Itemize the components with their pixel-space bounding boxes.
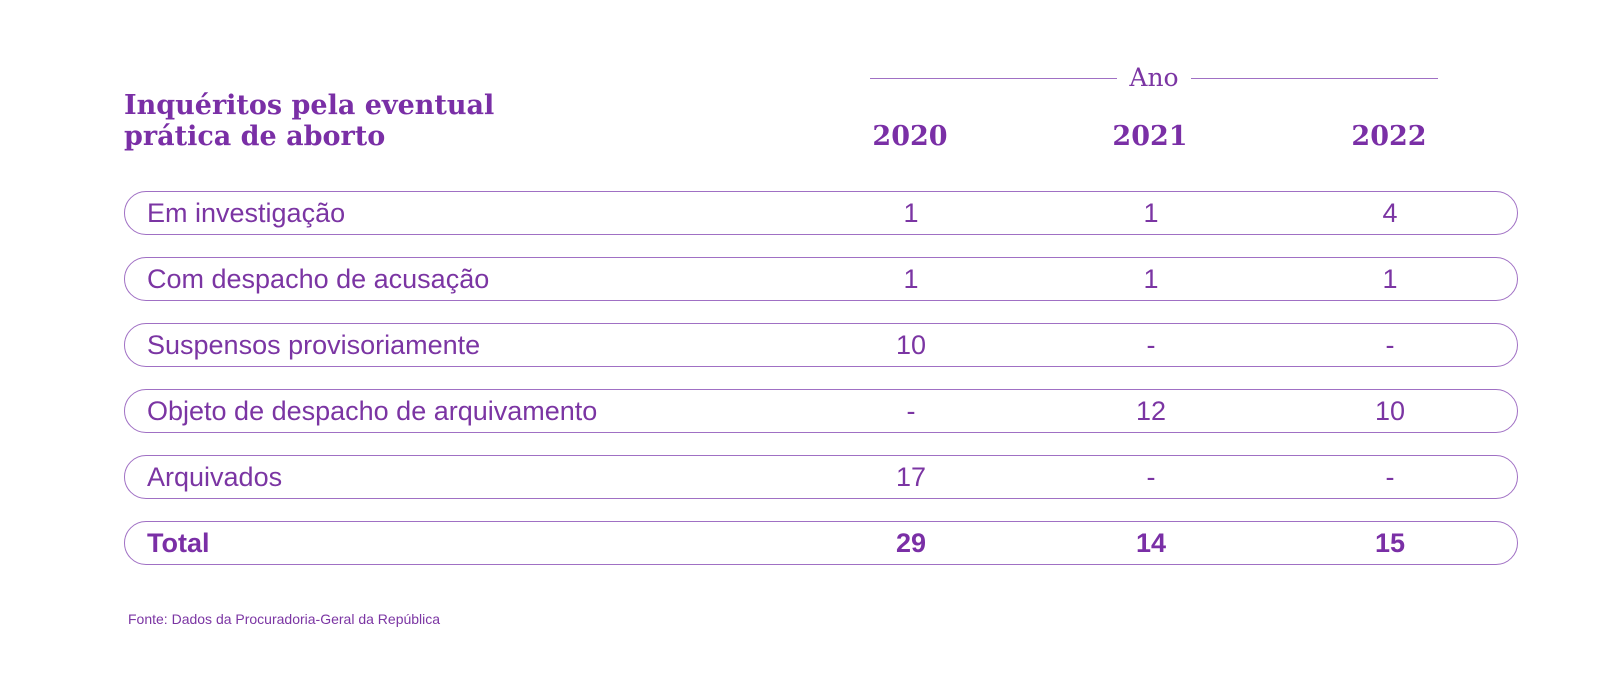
cell-2021: 14 (1135, 528, 1167, 558)
source-note: Fonte: Dados da Procuradoria-Geral da Re… (128, 611, 441, 627)
row-label: Total (147, 528, 210, 558)
year-group-header: Ano (870, 62, 1438, 94)
cell-2022: - (1385, 462, 1395, 492)
cell-2022: 15 (1374, 528, 1406, 558)
table-row-em-investigacao: Em investigação 1 1 4 (124, 191, 1518, 235)
row-label: Suspensos provisoriamente (147, 330, 481, 360)
cell-2022: - (1385, 330, 1395, 360)
cell-2020: 29 (895, 528, 927, 558)
group-line-right (1190, 77, 1438, 79)
table-row-total: Total 29 14 15 (124, 521, 1518, 565)
cell-2020: 1 (903, 198, 919, 228)
cell-2021: 1 (1143, 198, 1159, 228)
cell-2020: 1 (903, 264, 919, 294)
row-label: Com despacho de acusação (147, 264, 490, 294)
cell-2020: - (906, 396, 916, 426)
cell-2021: 12 (1135, 396, 1167, 426)
cell-2020: 17 (895, 462, 927, 492)
row-label: Em investigação (147, 198, 346, 228)
cell-2022: 4 (1382, 198, 1398, 228)
table-row-com-despacho-de-acusacao: Com despacho de acusação 1 1 1 (124, 257, 1518, 301)
table-row-suspensos-provisoriamente: Suspensos provisoriamente 10 - - (124, 323, 1518, 367)
cell-2021: 1 (1143, 264, 1159, 294)
group-line-left (870, 77, 1118, 79)
column-header-2021: 2021 (1112, 121, 1188, 152)
year-group-label: Ano (1129, 63, 1179, 92)
cell-2020: 10 (895, 330, 927, 360)
table-row-arquivados: Arquivados 17 - - (124, 455, 1518, 499)
cell-2022: 10 (1374, 396, 1406, 426)
cell-2022: 1 (1382, 264, 1398, 294)
table-row-objeto-de-despacho-de-arquivamento: Objeto de despacho de arquivamento - 12 … (124, 389, 1518, 433)
cell-2021: - (1146, 330, 1156, 360)
column-header-2022: 2022 (1351, 121, 1427, 152)
row-label: Arquivados (147, 462, 283, 492)
table-title: Inquéritos pela eventual prática de abor… (124, 90, 495, 152)
row-label: Objeto de despacho de arquivamento (147, 396, 598, 426)
column-header-2020: 2020 (872, 121, 948, 152)
cell-2021: - (1146, 462, 1156, 492)
